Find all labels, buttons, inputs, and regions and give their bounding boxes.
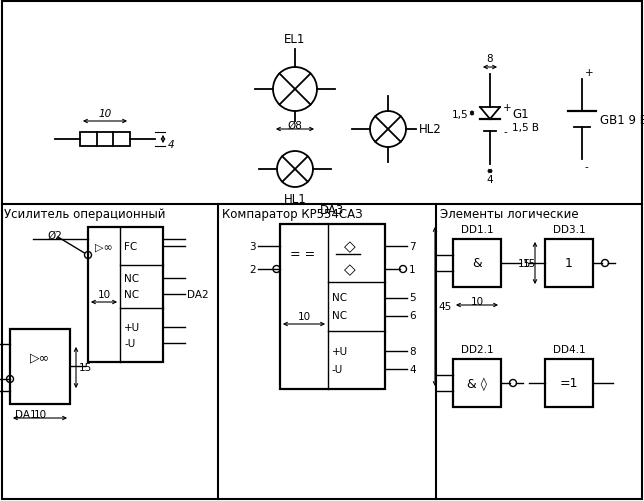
Text: & ◊: & ◊ [467, 376, 487, 390]
Text: ▷∞: ▷∞ [95, 242, 113, 253]
Text: -: - [503, 127, 507, 137]
Text: Элементы логические: Элементы логические [440, 207, 578, 220]
Text: 15: 15 [523, 259, 536, 269]
Text: DD3.1: DD3.1 [553, 224, 585, 234]
Text: Ø2: Ø2 [48, 230, 62, 240]
Text: DA2: DA2 [187, 290, 209, 300]
Text: 2: 2 [249, 265, 256, 275]
Text: 8: 8 [409, 346, 415, 356]
Text: EL1: EL1 [284, 33, 306, 46]
Text: 1,5: 1,5 [451, 110, 468, 120]
Text: ◇: ◇ [344, 239, 356, 254]
Text: NC: NC [124, 290, 139, 300]
Text: = =: = = [290, 248, 316, 261]
Text: 10: 10 [298, 312, 310, 321]
Bar [10, 329, 70, 404]
Text: DD4.1: DD4.1 [553, 344, 585, 354]
Bar [88, 227, 163, 362]
Text: +U: +U [124, 322, 140, 332]
Text: 10: 10 [97, 290, 111, 300]
Text: HL2: HL2 [419, 123, 442, 136]
Bar [80, 133, 130, 147]
Text: GB1 9 В: GB1 9 В [600, 113, 644, 126]
Text: 6: 6 [409, 311, 415, 321]
Text: 10: 10 [99, 109, 111, 119]
Text: +: + [585, 68, 594, 78]
Text: NC: NC [332, 293, 347, 303]
Text: 1,5 В: 1,5 В [512, 123, 539, 133]
Text: 5: 5 [409, 293, 415, 303]
Text: -U: -U [124, 338, 135, 348]
Text: -: - [585, 162, 589, 172]
Text: -U: -U [332, 364, 343, 374]
Text: FC: FC [124, 241, 137, 252]
Text: 15: 15 [79, 363, 92, 373]
Bar [545, 239, 593, 288]
Text: 45: 45 [438, 302, 451, 312]
Text: 10: 10 [33, 409, 46, 419]
Text: 1: 1 [409, 265, 415, 275]
Text: +U: +U [332, 346, 348, 356]
Text: 10: 10 [470, 297, 484, 307]
Text: Усилитель операционный: Усилитель операционный [4, 207, 166, 220]
Bar [280, 224, 385, 389]
Text: 1: 1 [565, 257, 573, 270]
Text: =1: =1 [560, 377, 578, 390]
Text: NC: NC [124, 274, 139, 284]
Bar [545, 359, 593, 407]
Text: 3: 3 [249, 241, 256, 252]
Text: NC: NC [332, 311, 347, 321]
Bar [453, 359, 501, 407]
Text: G1: G1 [512, 108, 529, 121]
Text: DD2.1: DD2.1 [460, 344, 493, 354]
Bar [453, 239, 501, 288]
Text: DA1: DA1 [15, 409, 37, 419]
Text: 8: 8 [487, 54, 493, 64]
Text: 4: 4 [409, 364, 415, 374]
Text: 15: 15 [518, 259, 531, 269]
Text: Компаратор КР554САЗ: Компаратор КР554САЗ [222, 207, 363, 220]
Text: &: & [472, 257, 482, 270]
Text: 4: 4 [168, 140, 175, 150]
Text: DA3: DA3 [320, 203, 344, 216]
Text: Ø8: Ø8 [288, 121, 303, 131]
Text: 7: 7 [409, 241, 415, 252]
Text: HL1: HL1 [283, 192, 307, 205]
Text: ◇: ◇ [344, 262, 356, 277]
Text: DD1.1: DD1.1 [460, 224, 493, 234]
Text: ▷∞: ▷∞ [30, 351, 50, 364]
Text: +: + [503, 103, 511, 113]
Text: 4: 4 [487, 175, 493, 185]
